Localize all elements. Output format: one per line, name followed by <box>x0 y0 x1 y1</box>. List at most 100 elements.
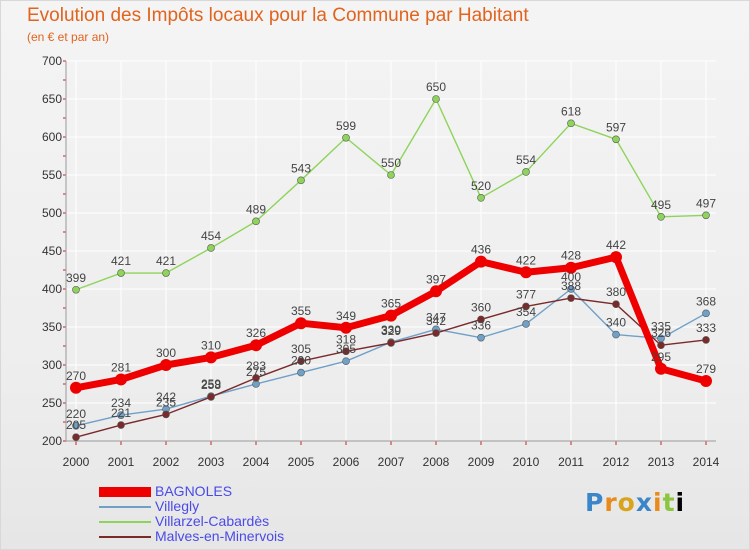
series-point-1 <box>72 421 80 430</box>
x-tick-label: 2003 <box>198 455 225 469</box>
data-label-1: 335 <box>651 319 671 333</box>
series-point-0 <box>475 255 487 268</box>
series-point-3 <box>252 374 260 382</box>
series-point-0 <box>655 362 667 375</box>
series-point-2 <box>702 211 710 220</box>
series-point-3 <box>117 421 125 429</box>
series-point-3 <box>477 315 485 324</box>
y-tick-label: 400 <box>42 282 62 296</box>
logo-letter: x <box>635 488 653 517</box>
data-label-0: 295 <box>651 350 671 364</box>
series-point-0 <box>250 339 262 352</box>
legend-swatch-malves-en-minervois <box>99 536 151 538</box>
data-label-0: 397 <box>426 272 446 286</box>
proxiti-logo: Proxiti <box>585 488 685 517</box>
data-label-3: 318 <box>336 332 356 346</box>
data-label-3: 283 <box>246 359 266 373</box>
series-point-1 <box>702 309 710 318</box>
data-label-0: 326 <box>246 326 266 340</box>
data-label-2: 520 <box>471 179 491 193</box>
data-label-3: 377 <box>516 287 536 301</box>
logo-letter: r <box>604 488 618 517</box>
x-tick-label: 2008 <box>423 455 450 469</box>
series-point-0 <box>70 381 82 394</box>
x-tick-label: 2004 <box>243 455 270 469</box>
data-label-2: 599 <box>336 119 356 133</box>
series-point-2 <box>207 244 215 252</box>
series-point-2 <box>342 133 350 142</box>
data-label-3: 342 <box>426 314 446 328</box>
data-label-1: 336 <box>471 319 491 333</box>
x-tick-label: 2010 <box>513 455 540 469</box>
x-tick-label: 2001 <box>108 455 135 469</box>
data-label-0: 442 <box>606 238 626 252</box>
series-point-2 <box>387 171 395 179</box>
data-label-1: 275 <box>246 365 266 379</box>
data-label-1: 400 <box>561 270 581 284</box>
series-point-2 <box>162 269 170 277</box>
y-tick-label: 350 <box>42 320 62 334</box>
series-point-3 <box>387 339 395 347</box>
y-tick-label: 300 <box>42 358 62 372</box>
x-tick-label: 2000 <box>63 455 90 469</box>
series-point-2 <box>117 269 125 277</box>
logo-letter: i <box>653 488 663 517</box>
series-point-2 <box>522 168 530 176</box>
series-point-0 <box>115 373 127 386</box>
data-label-3: 333 <box>696 321 716 335</box>
data-label-1: 290 <box>291 354 311 368</box>
series-point-1 <box>612 330 620 339</box>
legend-label-bagnoles: BAGNOLES <box>155 483 233 499</box>
x-tick-label: 2006 <box>333 455 360 469</box>
legend-swatch-bagnoles <box>99 487 151 497</box>
data-label-2: 597 <box>606 120 626 134</box>
data-label-3: 380 <box>606 285 626 299</box>
x-tick-label: 2002 <box>153 455 180 469</box>
data-label-2: 495 <box>651 198 671 212</box>
data-label-0: 310 <box>201 338 221 352</box>
series-point-3 <box>657 341 665 350</box>
x-tick-label: 2009 <box>468 455 495 469</box>
series-point-3 <box>702 336 710 344</box>
series-point-1 <box>117 411 125 419</box>
x-tick-label: 2011 <box>558 455 584 469</box>
data-label-1: 220 <box>66 407 86 421</box>
y-tick-label: 700 <box>42 54 62 68</box>
data-label-2: 489 <box>246 202 266 216</box>
data-label-1: 347 <box>426 310 446 324</box>
data-label-0: 279 <box>696 362 716 376</box>
chart-subtitle: (en € et par an) <box>27 30 110 44</box>
y-tick-label: 650 <box>42 92 62 106</box>
data-label-2: 497 <box>696 196 716 210</box>
data-label-2: 618 <box>561 104 581 118</box>
y-tick-label: 200 <box>42 434 62 448</box>
series-point-2 <box>567 119 575 128</box>
data-label-0: 422 <box>516 253 536 267</box>
y-tick-label: 450 <box>42 244 62 258</box>
data-label-3: 205 <box>66 418 86 432</box>
data-label-0: 281 <box>111 360 131 374</box>
series-point-0 <box>700 374 712 387</box>
series-point-0 <box>520 266 532 279</box>
series-point-3 <box>207 393 215 401</box>
series-point-1 <box>342 357 350 366</box>
data-label-2: 421 <box>111 254 131 268</box>
series-point-0 <box>205 351 217 364</box>
legend-swatch-villegly <box>99 506 151 508</box>
data-label-3: 221 <box>111 406 131 420</box>
legend-label-villegly: Villegly <box>155 498 200 514</box>
chart-title: Evolution des Impôts locaux pour la Comm… <box>27 5 529 26</box>
series-point-3 <box>432 329 440 337</box>
data-label-0: 436 <box>471 243 491 257</box>
data-label-1: 242 <box>156 390 176 404</box>
data-label-3: 360 <box>471 300 491 314</box>
logo-letter: o <box>617 488 636 517</box>
series-point-0 <box>340 321 352 334</box>
series-point-1 <box>567 285 575 293</box>
data-label-1: 234 <box>111 396 131 410</box>
series-point-2 <box>297 176 305 185</box>
data-label-0: 300 <box>156 346 176 360</box>
data-label-2: 454 <box>201 229 221 243</box>
series-point-2 <box>657 213 665 221</box>
